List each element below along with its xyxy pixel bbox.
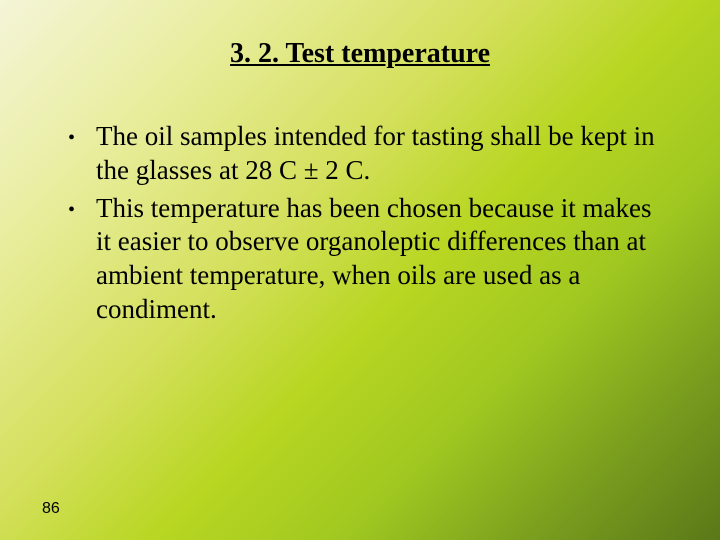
page-number: 86 — [42, 500, 60, 518]
slide-title: 3. 2. Test temperature — [50, 38, 670, 70]
bullet-item: • This temperature has been chosen becau… — [68, 192, 670, 327]
bullet-marker-icon: • — [68, 192, 96, 327]
bullet-text: The oil samples intended for tasting sha… — [96, 120, 670, 188]
bullet-item: • The oil samples intended for tasting s… — [68, 120, 670, 188]
slide-content: • The oil samples intended for tasting s… — [50, 120, 670, 327]
bullet-text: This temperature has been chosen because… — [96, 192, 670, 327]
bullet-marker-icon: • — [68, 120, 96, 188]
slide-container: 3. 2. Test temperature • The oil samples… — [0, 0, 720, 540]
